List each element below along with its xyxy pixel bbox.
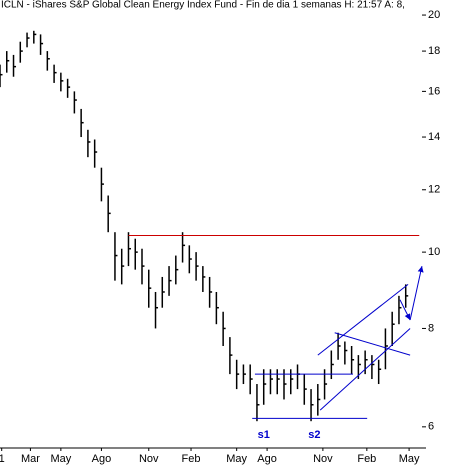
trend-line bbox=[409, 265, 424, 321]
title-bg bbox=[0, 0, 420, 11]
x-tick-label: Ago bbox=[257, 453, 277, 465]
x-tick-label: Nov bbox=[139, 453, 159, 465]
x-tick-label: May bbox=[50, 453, 71, 465]
y-tick-label: 18 bbox=[428, 45, 440, 57]
y-tick-label: 20 bbox=[428, 9, 440, 21]
chart-title: ICLN - iShares S&P Global Clean Energy I… bbox=[1, 0, 405, 11]
x-tick-label: Mar bbox=[21, 453, 40, 465]
x-tick-label: Feb bbox=[182, 453, 201, 465]
annotation: s1 bbox=[258, 429, 270, 441]
trend-line bbox=[319, 328, 411, 411]
x-tick-label: Feb bbox=[357, 453, 376, 465]
y-tick-label: 12 bbox=[428, 184, 440, 196]
y-tick-label: 6 bbox=[428, 421, 434, 433]
x-tick-label: May bbox=[226, 453, 247, 465]
x-tick-label: May bbox=[399, 453, 420, 465]
y-tick-label: 10 bbox=[428, 246, 440, 258]
y-tick-label: 14 bbox=[428, 131, 440, 143]
x-tick-label: Ago bbox=[92, 453, 112, 465]
y-tick-label: 16 bbox=[428, 85, 440, 97]
trend-line bbox=[399, 299, 411, 321]
trend-line bbox=[317, 283, 409, 356]
annotation: s2 bbox=[308, 429, 320, 441]
y-tick-label: 8 bbox=[428, 322, 434, 334]
x-tick-label: Nov bbox=[313, 453, 333, 465]
x-tick-label: 1 bbox=[0, 453, 5, 465]
trend-line bbox=[334, 332, 411, 356]
